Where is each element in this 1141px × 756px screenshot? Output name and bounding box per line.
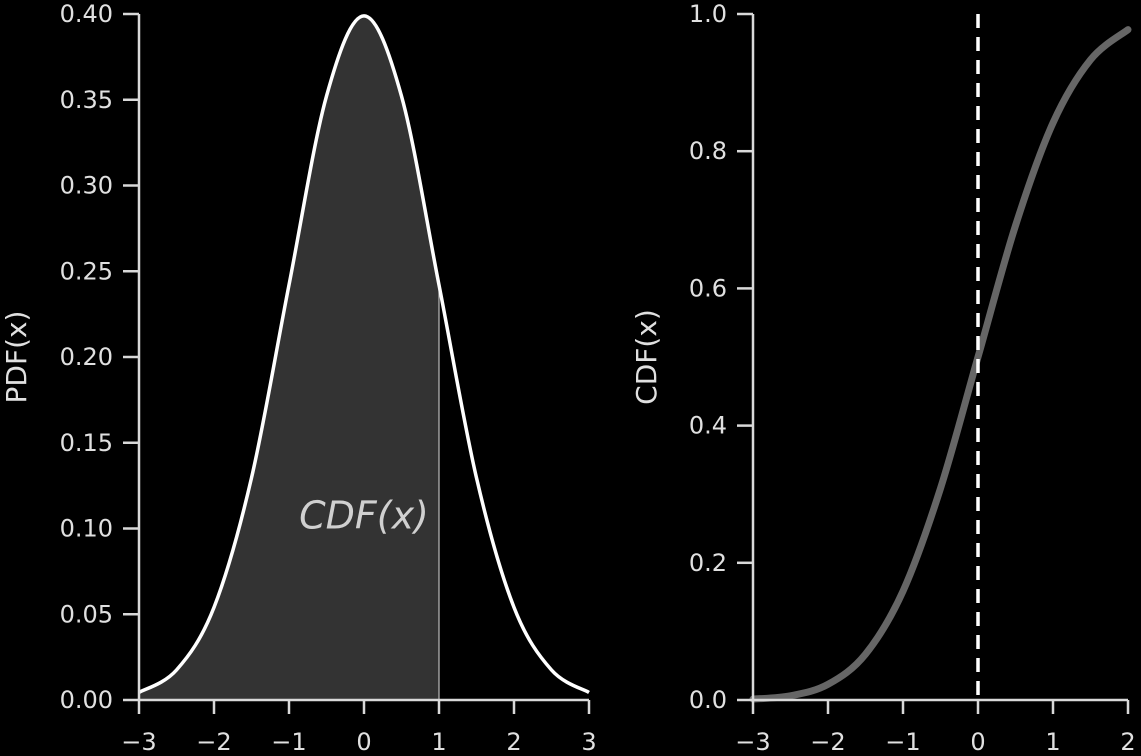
x-tick-label: −3 <box>735 728 770 756</box>
y-tick-label: 0.6 <box>689 274 727 302</box>
x-tick-label: −1 <box>271 728 306 756</box>
pdf-shaded-area <box>139 15 439 700</box>
x-tick-label: 0 <box>356 728 371 756</box>
pdf-y-axis-label: PDF(x) <box>0 311 33 404</box>
x-tick-label: 1 <box>1045 728 1060 756</box>
y-tick-label: 0.40 <box>60 0 113 28</box>
x-tick-label: −1 <box>885 728 920 756</box>
cdf-annotation: CDF(x) <box>299 494 429 538</box>
cdf-chart: 0.0 0.2 0.4 0.6 0.8 1.0 −3 −2 −1 0 1 2 CDF(x) <box>630 0 1136 756</box>
y-tick-label: 0.35 <box>60 86 113 114</box>
y-tick-label: 1.0 <box>689 0 727 28</box>
y-tick-label: 0.0 <box>689 686 727 714</box>
pdf-curve <box>138 14 590 695</box>
pdf-x-ticks: −3 −2 −1 0 1 2 3 <box>121 700 597 756</box>
x-tick-label: 1 <box>431 728 446 756</box>
x-tick-label: 2 <box>506 728 521 756</box>
y-tick-label: 0.25 <box>60 257 113 285</box>
x-tick-label: −3 <box>121 728 156 756</box>
y-tick-label: 0.8 <box>689 137 727 165</box>
x-tick-label: −2 <box>810 728 845 756</box>
x-tick-label: 0 <box>970 728 985 756</box>
cdf-y-ticks: 0.0 0.2 0.4 0.6 0.8 1.0 <box>689 0 753 714</box>
pdf-y-ticks: 0.00 0.05 0.10 0.15 0.20 0.25 0.30 0.35 0.40 <box>60 0 139 714</box>
y-tick-label: 0.15 <box>60 429 113 457</box>
y-tick-label: 0.05 <box>60 600 113 628</box>
y-tick-label: 0.2 <box>689 549 727 577</box>
y-tick-label: 0.4 <box>689 412 727 440</box>
x-tick-label: −2 <box>196 728 231 756</box>
y-tick-label: 0.00 <box>60 686 113 714</box>
y-tick-label: 0.10 <box>60 515 113 543</box>
cdf-x-ticks: −3 −2 −1 0 1 2 <box>735 700 1136 756</box>
x-tick-label: 3 <box>581 728 596 756</box>
y-tick-label: 0.30 <box>60 172 113 200</box>
cdf-curve <box>749 26 1132 703</box>
pdf-chart: 0.000.050.100.150.200.250.300.350.40 −3−… <box>0 0 597 756</box>
cdf-y-axis-label: CDF(x) <box>630 309 663 405</box>
y-tick-label: 0.20 <box>60 343 113 371</box>
x-tick-label: 2 <box>1120 728 1135 756</box>
